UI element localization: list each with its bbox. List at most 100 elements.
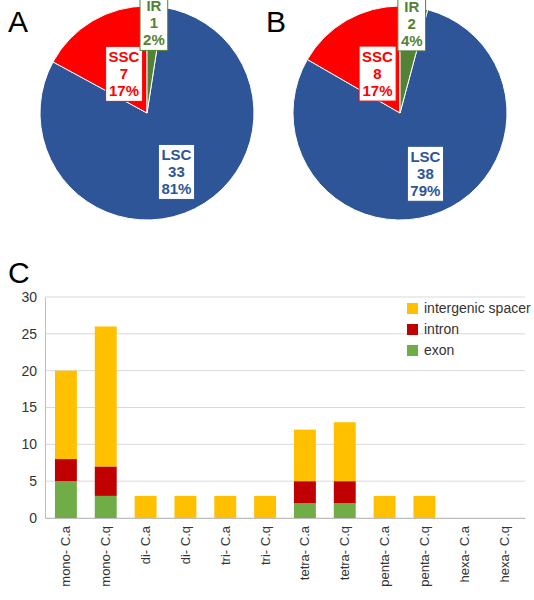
bar xyxy=(135,496,157,518)
tick-label: 20 xyxy=(21,363,37,379)
tick: 5 xyxy=(29,473,45,489)
tick-label: 0 xyxy=(29,510,37,526)
tick-label: 10 xyxy=(21,436,37,452)
legend-swatch xyxy=(407,324,418,335)
axis-line xyxy=(46,518,526,519)
bar xyxy=(374,496,396,518)
bar xyxy=(214,496,236,518)
bar xyxy=(294,430,316,482)
tick-label: mono- C.a xyxy=(58,525,73,586)
x-axis: mono- C.a mono- C.q di- C.a di- C.q tri- C.a… xyxy=(46,518,526,587)
tick: hexa- C.a xyxy=(457,518,472,582)
tick: 30 xyxy=(21,289,45,305)
panel-title: B xyxy=(266,5,286,38)
bar xyxy=(493,518,515,519)
tick: 15 xyxy=(21,399,45,415)
tick-label: 25 xyxy=(21,326,37,342)
bar xyxy=(55,371,77,459)
tick: di- C.a xyxy=(138,518,153,564)
tick: di- C.q xyxy=(178,518,193,564)
tick: tetra- C.a xyxy=(297,518,312,580)
bar xyxy=(95,466,117,495)
label-box xyxy=(407,146,443,201)
tick-label: penta- C.q xyxy=(417,526,432,587)
slice-label: SSC717% xyxy=(106,46,143,101)
y-axis: 0 5 10 15 20 25 30 xyxy=(21,289,45,526)
tick-label: tetra- C.q xyxy=(337,526,352,580)
slice-label-text: LSC xyxy=(410,148,440,165)
grid-line xyxy=(45,370,525,371)
legend-label: exon xyxy=(424,342,454,358)
bar xyxy=(294,481,316,503)
slice-label-text: 2 xyxy=(408,15,416,32)
slice-label: SSC817% xyxy=(359,46,396,101)
tick: 10 xyxy=(21,436,45,452)
tick: mono- C.a xyxy=(58,518,73,587)
tick-label: hexa- C.q xyxy=(497,526,512,582)
tick-label: di- C.a xyxy=(138,525,153,564)
legend-swatch xyxy=(407,345,418,356)
bar xyxy=(174,496,196,518)
bar xyxy=(453,518,475,519)
slice-label-text: 17% xyxy=(109,82,139,99)
tick: hexa- C.q xyxy=(497,518,512,582)
bar xyxy=(413,496,435,518)
pie-chart: LSC3381%SSC717%IR12% xyxy=(40,0,254,220)
label-box xyxy=(359,46,396,101)
tick: 25 xyxy=(21,326,45,342)
tick: penta- C.q xyxy=(417,518,432,587)
tick-label: penta- C.a xyxy=(377,525,392,586)
slice-label-text: 38 xyxy=(417,165,434,182)
slice-label: LSC3879% xyxy=(407,146,443,201)
bar xyxy=(254,496,276,518)
slice-label-text: IR xyxy=(146,0,161,14)
slice-label-text: SSC xyxy=(362,48,393,65)
tick: 20 xyxy=(21,363,45,379)
slice-label-text: 1 xyxy=(150,14,158,31)
tick-label: di- C.q xyxy=(178,526,193,564)
tick-label: 30 xyxy=(21,289,37,305)
panel-title: C xyxy=(8,256,30,289)
label-box xyxy=(398,0,426,51)
tick: 0 xyxy=(29,510,45,526)
slice-label: IR24% xyxy=(398,0,426,51)
slice-label-text: IR xyxy=(404,0,419,15)
label-box xyxy=(140,0,168,50)
pie-chart: LSC3879% SSC817%IR24% xyxy=(293,0,507,220)
bar xyxy=(493,518,515,519)
legend-label: intergenic spacer xyxy=(424,300,531,316)
tick-label: mono- C.q xyxy=(98,526,113,587)
slice-label-text: 2% xyxy=(143,31,165,48)
bar xyxy=(453,518,475,519)
slice-label-text: 33 xyxy=(168,163,185,180)
bar xyxy=(294,503,316,518)
grid-line xyxy=(45,481,525,482)
label-box xyxy=(106,46,143,101)
bars xyxy=(55,326,435,518)
slice-label: LSC3381% xyxy=(158,144,194,199)
bar xyxy=(95,326,117,466)
slice-label-text: LSC xyxy=(161,146,191,163)
tick: mono- C.q xyxy=(98,518,113,587)
tick-label: tetra- C.a xyxy=(297,525,312,580)
slice-label-text: 79% xyxy=(410,182,440,199)
grid-line xyxy=(45,297,525,298)
tick: tetra- C.q xyxy=(337,518,352,580)
legend-swatch xyxy=(407,303,418,314)
grid-line xyxy=(45,518,525,519)
legend: intergenic spacerintronexon xyxy=(407,300,531,358)
tick: penta- C.a xyxy=(377,518,392,587)
bar xyxy=(334,481,356,503)
tick: tri- C.a xyxy=(218,518,233,565)
slice-label-text: 81% xyxy=(161,180,191,197)
slice-label-text: 8 xyxy=(373,65,381,82)
pie-slice xyxy=(53,6,147,113)
bar xyxy=(453,518,475,519)
tick-label: tri- C.q xyxy=(258,526,273,565)
bar xyxy=(55,459,77,481)
bar xyxy=(334,503,356,518)
label-box xyxy=(158,144,194,199)
bar xyxy=(55,481,77,518)
slice-label: IR12% xyxy=(140,0,168,50)
slice-label-text: SSC xyxy=(109,48,140,65)
